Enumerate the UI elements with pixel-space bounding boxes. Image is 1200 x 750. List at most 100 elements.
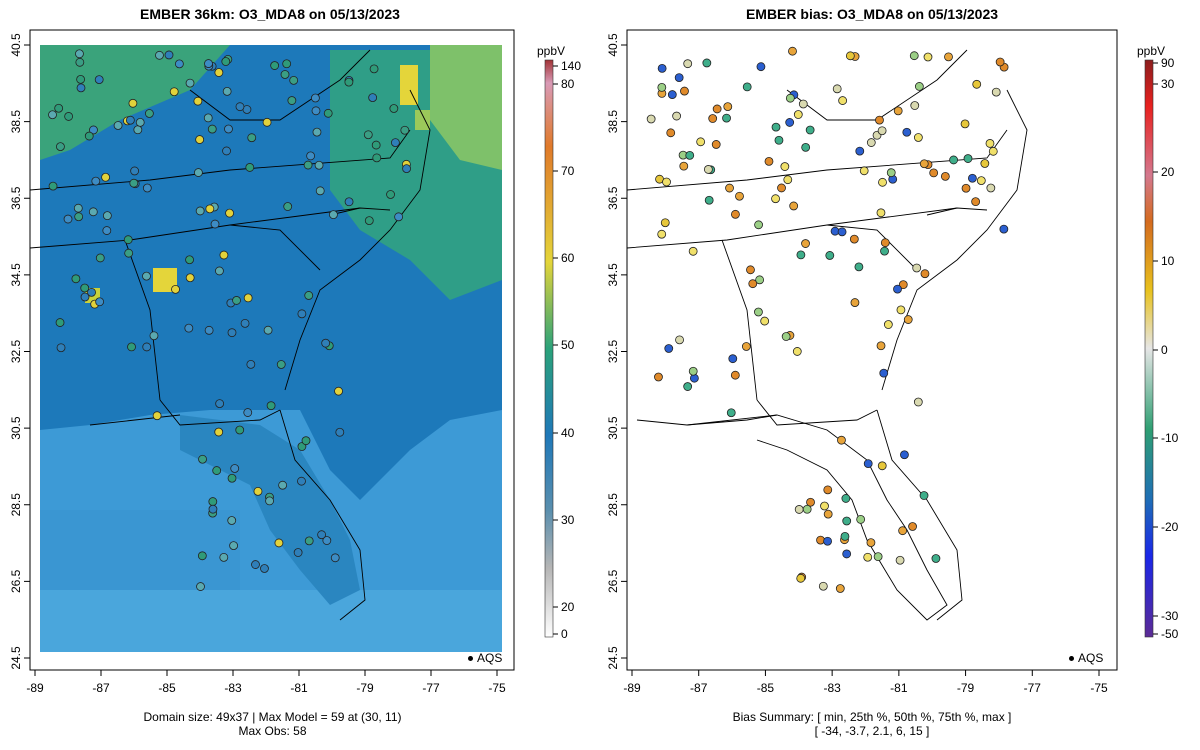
obs-point [806,497,815,507]
obs-point [875,115,884,125]
obs-point [193,96,203,106]
obs-point [214,427,224,437]
obs-point [855,146,865,156]
obs-point [898,526,908,536]
obs-point [835,584,845,593]
obs-point [914,82,924,91]
obs-point [940,171,950,181]
obs-point [263,325,273,335]
obs-point [842,549,852,559]
obs-point [789,201,799,211]
obs-point [323,108,333,118]
left-x-axis: -89 -87 -85 -83 -81 -79 -77 -75 [26,670,506,695]
obs-point [667,90,677,99]
obs-point [56,343,66,353]
obs-point [854,262,864,272]
obs-point [801,239,810,248]
obs-point [185,273,195,283]
obs-point [896,305,906,315]
obs-point [893,106,903,116]
obs-point [102,226,112,235]
obs-point [679,161,689,171]
obs-point [63,214,73,224]
obs-point [262,117,272,127]
obs-point [80,283,90,293]
obs-point [880,246,889,256]
obs-point [335,427,345,437]
x-tick-label: -75 [1090,681,1108,695]
y-tick-label: 40.5 [606,33,620,57]
obs-point [976,176,986,186]
obs-point [125,115,135,125]
obs-point [657,63,667,73]
obs-point [674,73,684,82]
obs-point [152,411,162,421]
obs-point [818,581,828,591]
obs-point [75,49,84,59]
obs-point [785,118,795,127]
obs-point [961,183,971,193]
left-colorbar-unit: ppbV [537,44,566,58]
colorbar-tick-label: 40 [561,426,575,440]
colorbar-tick-label: 70 [561,164,575,178]
obs-point [207,124,217,134]
obs-point [903,315,913,324]
obs-point [210,219,220,229]
obs-point [235,102,245,112]
obs-point [301,436,311,446]
left-legend: AQS [468,651,502,665]
obs-point [311,106,321,116]
right-colorbar-unit: ppbV [1137,44,1166,58]
obs-point [754,220,763,230]
obs-point [240,318,250,328]
obs-point [278,480,288,490]
obs-point [880,238,890,248]
obs-point [728,354,738,364]
obs-point [124,248,134,258]
obs-point [155,50,164,60]
obs-point [646,114,656,124]
obs-point [837,227,847,237]
obs-point [274,538,284,548]
obs-point [805,125,815,135]
obs-point [908,522,917,531]
model-field-atlantic-green [430,45,502,170]
obs-point [910,101,920,110]
colorbar-tick-label: -20 [1161,520,1179,534]
x-tick-label: -77 [1024,681,1042,695]
obs-point [801,142,811,152]
obs-point [73,203,83,213]
obs-point [863,552,873,562]
obs-point [902,127,912,137]
y-tick-label: 38.5 [9,110,23,134]
obs-point [883,320,893,329]
obs-point [372,153,382,163]
obs-point [289,75,299,85]
obs-point [704,195,714,205]
obs-point [369,64,379,74]
y-tick-label: 34.5 [606,263,620,287]
obs-point [235,425,245,435]
obs-point [866,138,876,147]
obs-point [402,164,411,173]
colorbar-tick-label: 0 [561,627,568,641]
left-colorbar: 140 80 70 60 50 40 30 20 0 [544,59,581,641]
y-tick-label: 28.5 [9,493,23,517]
x-tick-label: -89 [623,681,641,695]
obs-point [986,183,996,193]
obs-point [304,536,314,546]
obs-point [845,51,855,61]
obs-point [243,408,253,417]
obs-point [760,316,770,326]
obs-point [260,564,269,573]
obs-point [113,121,123,130]
obs-point [95,253,105,263]
obs-point [212,466,222,475]
obs-point [227,328,237,338]
obs-point [666,128,676,138]
colorbar-tick-label: -50 [1161,627,1179,641]
obs-point [280,70,290,79]
obs-point [194,168,203,177]
obs-point [391,138,400,147]
colorbar-tick-label: 140 [561,59,581,73]
